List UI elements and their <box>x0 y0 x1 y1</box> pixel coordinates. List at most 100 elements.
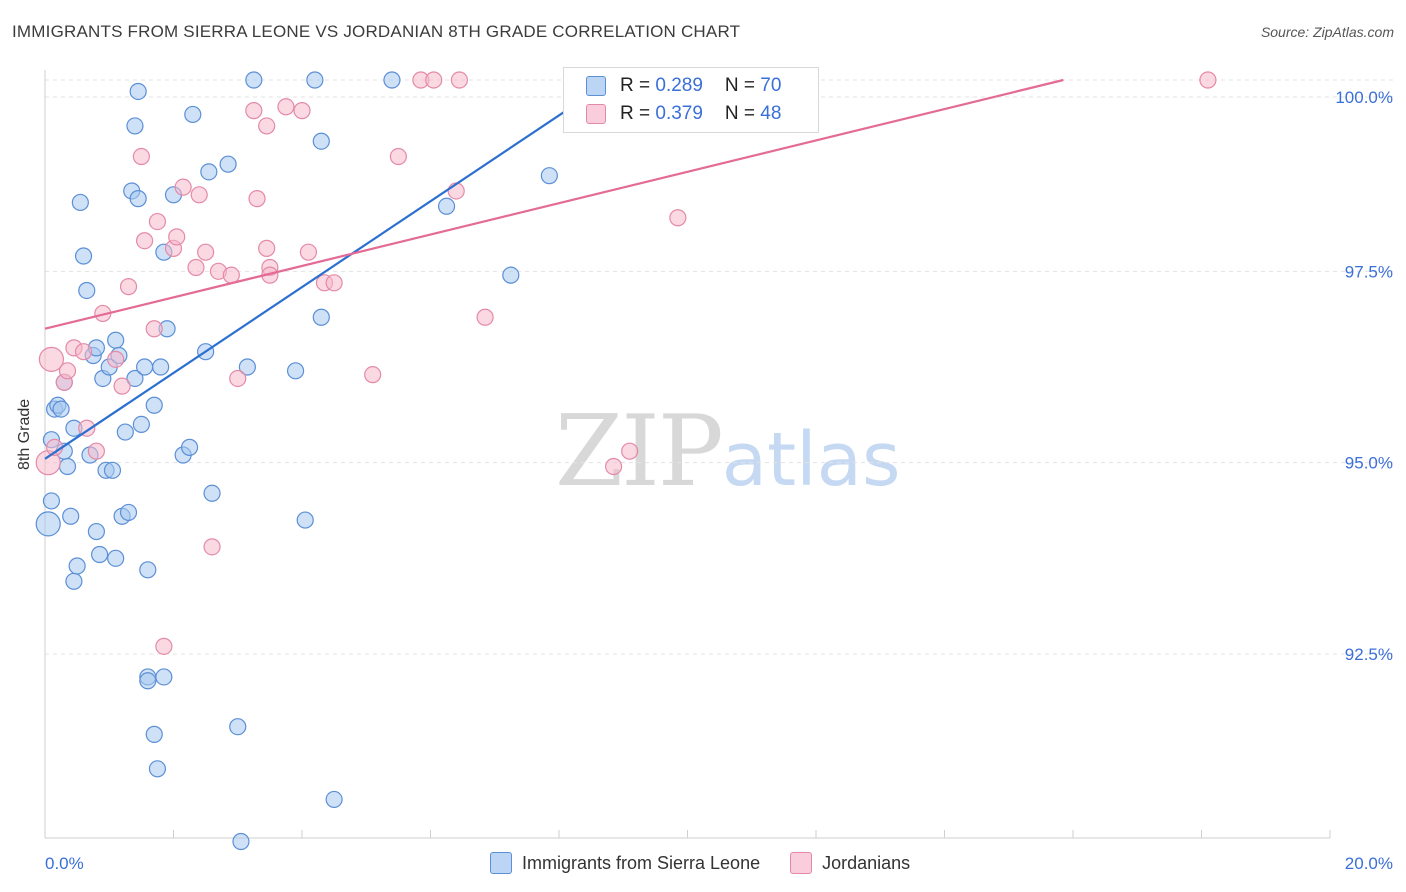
point-sierra-leone <box>155 668 173 686</box>
point-sierra-leone <box>325 790 343 809</box>
point-sierra-leone <box>139 672 157 690</box>
point-sierra-leone <box>184 105 202 124</box>
point-jordanian <box>78 419 96 437</box>
point-sierra-leone <box>145 396 163 414</box>
point-jordanian <box>229 369 247 388</box>
point-jordanian <box>113 377 131 395</box>
point-sierra-leone <box>35 511 61 537</box>
legend-r-label: R = <box>620 103 656 124</box>
point-sierra-leone <box>119 503 138 522</box>
point-jordanian <box>476 308 494 326</box>
point-sierra-leone <box>62 507 80 525</box>
zipatlas-watermark: ZIPatlas <box>555 395 901 509</box>
legend-swatch-pink <box>586 104 606 124</box>
point-jordanian <box>258 117 276 135</box>
point-sierra-leone <box>180 438 199 456</box>
tick-labels: 92.5% 95.0% 97.5% 100.0% 0.0% 20.0% <box>45 88 1393 873</box>
point-sierra-leone <box>312 132 330 150</box>
point-jordanian <box>425 71 443 89</box>
legend-r-value: 0.379 <box>655 103 703 124</box>
point-jordanian <box>299 243 318 261</box>
trend-line-sierra-leone <box>44 105 573 460</box>
point-sierra-leone <box>502 266 520 284</box>
point-jordanian <box>277 98 295 116</box>
point-jordanian <box>293 102 311 120</box>
point-sierra-leone <box>306 71 324 89</box>
point-sierra-leone <box>116 423 134 441</box>
point-jordanian <box>605 457 623 476</box>
point-jordanian <box>107 350 125 368</box>
point-sierra-leone <box>68 557 86 575</box>
point-sierra-leone <box>129 82 147 101</box>
series-jordanians <box>35 71 1217 655</box>
point-jordanian <box>190 186 208 204</box>
y-tick-label: 97.5% <box>1345 262 1393 281</box>
point-sierra-leone <box>107 331 125 349</box>
series-legend: Immigrants from Sierra Leone Jordanians <box>490 852 940 874</box>
point-sierra-leone <box>126 369 144 388</box>
point-sierra-leone <box>139 561 157 579</box>
legend-item-sierra-leone: Immigrants from Sierra Leone <box>490 852 760 874</box>
point-jordanian <box>248 190 266 208</box>
point-sierra-leone <box>107 549 125 567</box>
watermark-zip: ZIP <box>555 395 724 509</box>
stats-legend: R = 0.289 N = 70 R = 0.379 N = 48 <box>563 67 819 133</box>
legend-row-sierra-leone: R = 0.289 N = 70 <box>586 71 781 101</box>
point-jordanian <box>38 346 65 372</box>
point-jordanian <box>1199 71 1217 89</box>
point-sierra-leone <box>132 415 150 433</box>
point-sierra-leone <box>296 511 314 529</box>
x-tick-label: 20.0% <box>1345 854 1393 873</box>
point-sierra-leone <box>52 400 70 418</box>
point-jordanian <box>325 274 343 292</box>
point-jordanian <box>135 232 154 250</box>
point-jordanian <box>258 239 276 257</box>
point-sierra-leone <box>286 362 305 380</box>
y-axis-label: 8th Grade <box>16 398 33 470</box>
series-sierra-leone <box>35 71 558 851</box>
legend-n-value: 48 <box>760 103 782 124</box>
legend-item-jordanians: Jordanians <box>790 852 910 874</box>
point-jordanian <box>389 147 407 166</box>
point-sierra-leone <box>74 247 93 265</box>
point-sierra-leone <box>203 484 221 502</box>
legend-n-label: N = <box>724 103 761 124</box>
y-tick-label: 100.0% <box>1335 88 1393 107</box>
y-tick-label: 95.0% <box>1345 454 1393 473</box>
legend-swatch-blue <box>490 852 512 874</box>
point-sierra-leone <box>152 358 170 376</box>
legend-n-value: 70 <box>760 75 782 96</box>
point-jordanian <box>155 637 173 655</box>
legend-swatch-pink <box>790 852 813 874</box>
point-jordanian <box>119 278 138 296</box>
legend-row-jordanians: R = 0.379 N = 48 <box>586 99 781 129</box>
point-sierra-leone <box>238 358 256 376</box>
point-jordanian <box>621 442 639 460</box>
point-sierra-leone <box>58 457 77 476</box>
point-sierra-leone <box>540 167 558 185</box>
trend-line-jordanians <box>44 78 1064 330</box>
point-jordanian <box>74 343 93 361</box>
point-sierra-leone <box>229 718 247 736</box>
point-sierra-leone <box>91 545 109 564</box>
legend-r-value: 0.289 <box>655 75 703 96</box>
point-sierra-leone <box>200 163 218 181</box>
point-sierra-leone <box>42 492 61 510</box>
point-sierra-leone <box>148 760 167 778</box>
point-jordanian <box>58 362 77 380</box>
point-jordanian <box>450 71 469 89</box>
point-jordanian <box>87 442 106 460</box>
legend-swatch-blue <box>586 76 606 96</box>
point-jordanian <box>197 243 215 261</box>
point-jordanian <box>187 258 205 277</box>
point-jordanian <box>669 209 687 227</box>
y-tick-label: 92.5% <box>1345 645 1393 664</box>
point-jordanian <box>168 228 186 246</box>
legend-label-jordanians: Jordanians <box>822 852 911 873</box>
legend-label-sierra-leone: Immigrants from Sierra Leone <box>522 852 761 873</box>
chart-title: IMMIGRANTS FROM SIERRA LEONE VS JORDANIA… <box>12 22 741 41</box>
point-sierra-leone <box>383 71 401 89</box>
point-jordanian <box>203 538 221 556</box>
point-sierra-leone <box>65 572 83 590</box>
